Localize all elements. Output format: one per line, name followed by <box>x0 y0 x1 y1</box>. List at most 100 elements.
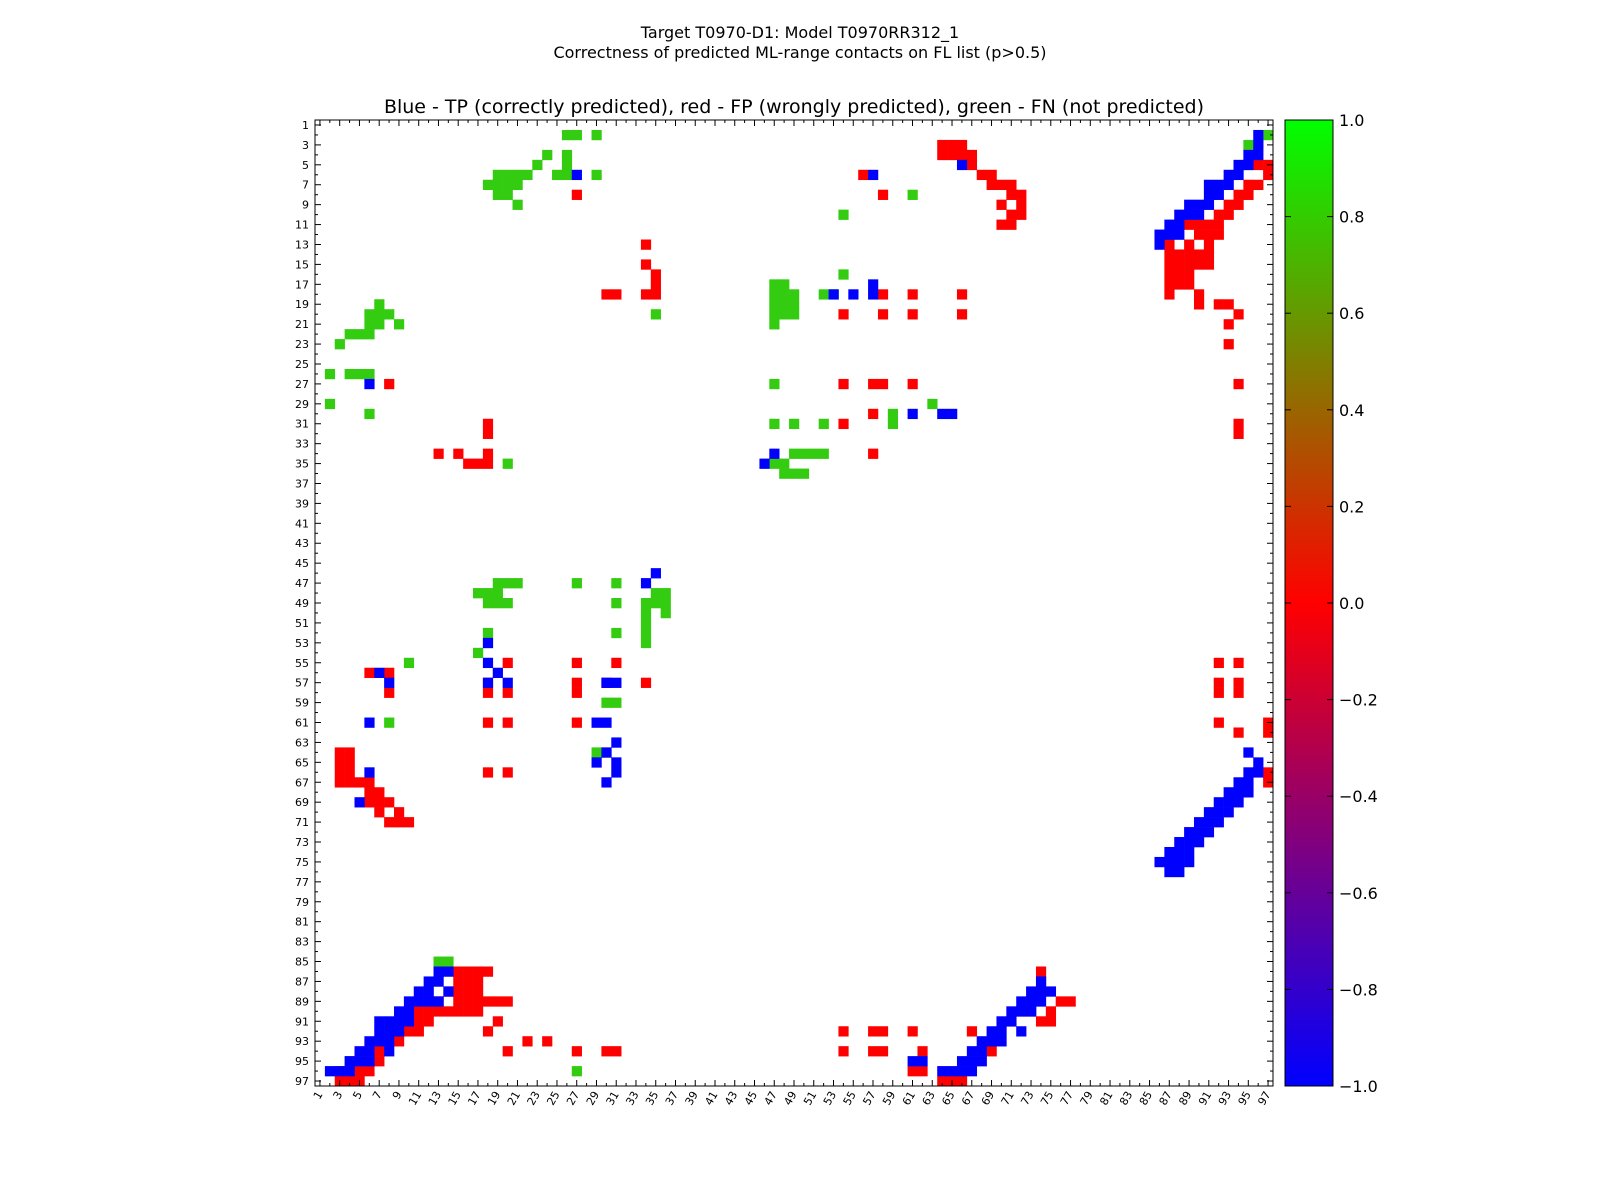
y-tick-label: 23 <box>295 338 309 351</box>
cell-fn <box>512 578 523 589</box>
cell-fp <box>453 986 464 997</box>
y-tick-label: 11 <box>295 219 309 232</box>
cell-fp <box>1035 966 1047 977</box>
x-tick-label: 17 <box>465 1089 483 1108</box>
y-tick-label: 9 <box>302 199 309 212</box>
cell-fn <box>660 588 671 599</box>
cell-fn <box>561 149 573 161</box>
cell-fp <box>482 458 494 469</box>
cell-fp <box>1203 219 1215 230</box>
cell-fp <box>374 1046 385 1057</box>
cell-tp <box>1164 856 1175 868</box>
cell-tp <box>1213 189 1224 200</box>
cell-fn <box>364 319 375 330</box>
cell-fn <box>789 289 800 300</box>
cell-fp <box>1193 229 1205 240</box>
cell-fp <box>1223 339 1234 350</box>
cell-fp <box>1223 209 1234 220</box>
cell-tp <box>976 1056 987 1067</box>
cell-fn <box>492 179 503 191</box>
cell-tp <box>956 1056 968 1067</box>
cell-tp <box>364 378 375 390</box>
y-tick-label: 93 <box>295 1035 309 1048</box>
cell-tp <box>1243 767 1254 778</box>
cell-fp <box>868 448 879 459</box>
cell-fp <box>1184 279 1195 290</box>
cell-fn <box>650 588 661 599</box>
cell-fp <box>650 289 661 300</box>
cell-tp <box>1164 229 1175 240</box>
x-tick-label: 75 <box>1038 1089 1056 1108</box>
cell-fp <box>384 667 395 678</box>
cell-fp <box>1045 1016 1057 1027</box>
cell-tp <box>1233 777 1244 788</box>
cell-fp <box>482 966 494 977</box>
x-tick-label: 1 <box>311 1089 326 1102</box>
x-tick-label: 3 <box>331 1089 346 1102</box>
cell-fn <box>640 627 652 639</box>
cell-fp <box>966 159 978 171</box>
cell-fn <box>611 627 622 639</box>
cell-fp <box>986 169 997 181</box>
cell-fn <box>354 368 365 380</box>
cell-fp <box>1263 169 1274 181</box>
cell-fn <box>344 329 355 340</box>
x-tick-label: 39 <box>683 1089 701 1108</box>
cell-tp <box>956 1066 968 1077</box>
cell-tp <box>1184 209 1195 220</box>
y-tick-label: 71 <box>295 816 309 829</box>
cell-fp <box>1233 189 1244 200</box>
cell-fn <box>384 309 395 320</box>
cell-fp <box>374 1056 385 1067</box>
x-tick-label: 7 <box>370 1089 385 1102</box>
cell-fp <box>364 1066 375 1077</box>
cell-fp <box>413 1006 424 1017</box>
cell-fp <box>1006 189 1017 200</box>
cell-tp <box>384 1026 395 1037</box>
cell-fp <box>1174 279 1185 290</box>
x-tick-label: 33 <box>623 1089 641 1108</box>
cell-tp <box>1203 827 1215 838</box>
cell-tp <box>1184 856 1195 868</box>
cell-fp <box>344 777 355 788</box>
cell-tp <box>1154 229 1165 240</box>
cell-tp <box>1223 807 1234 818</box>
cell-fp <box>1223 299 1234 310</box>
cell-fp <box>453 1006 464 1017</box>
x-tick-label: 29 <box>584 1089 602 1108</box>
cell-fn <box>838 209 849 220</box>
y-tick-label: 49 <box>295 597 309 610</box>
colorbar-ticks: 1.0 0.8 0.6 0.4 0.2 0.0 −0.2 −0.4 −0.6 −0.8 −1.0 <box>1285 111 1378 1096</box>
cell-fp <box>986 1046 997 1057</box>
cell-fp <box>1174 249 1185 260</box>
x-tick-label: 59 <box>880 1089 898 1108</box>
x-tick-label: 11 <box>406 1089 424 1108</box>
cell-tp <box>374 1026 385 1037</box>
cell-fp <box>868 378 879 390</box>
cell-tp <box>403 996 415 1007</box>
cell-fp <box>463 1006 474 1017</box>
cell-fp <box>482 767 494 778</box>
cell-tp <box>1243 777 1254 788</box>
cell-fp <box>1213 687 1224 698</box>
y-tick-label: 77 <box>295 876 309 889</box>
cell-fp <box>1016 209 1027 220</box>
cell-tp <box>956 159 968 171</box>
cell-tp <box>1035 986 1047 997</box>
y-tick-label: 51 <box>295 617 309 630</box>
cell-tp <box>611 757 622 768</box>
x-tick-label: 55 <box>841 1089 859 1108</box>
cell-tp <box>650 568 661 579</box>
cell-fp <box>937 149 948 161</box>
cell-fp <box>640 677 652 688</box>
colorbar-tick-label: −0.8 <box>1339 980 1378 999</box>
cell-fn <box>502 578 513 589</box>
cell-fn <box>650 598 661 609</box>
cell-fp <box>917 1066 928 1077</box>
cell-fn <box>779 309 790 320</box>
cell-fp <box>611 657 622 669</box>
cell-fp <box>1193 259 1205 270</box>
cell-fp <box>947 149 958 161</box>
cell-fp <box>1203 229 1215 240</box>
cell-fp <box>1006 209 1017 220</box>
